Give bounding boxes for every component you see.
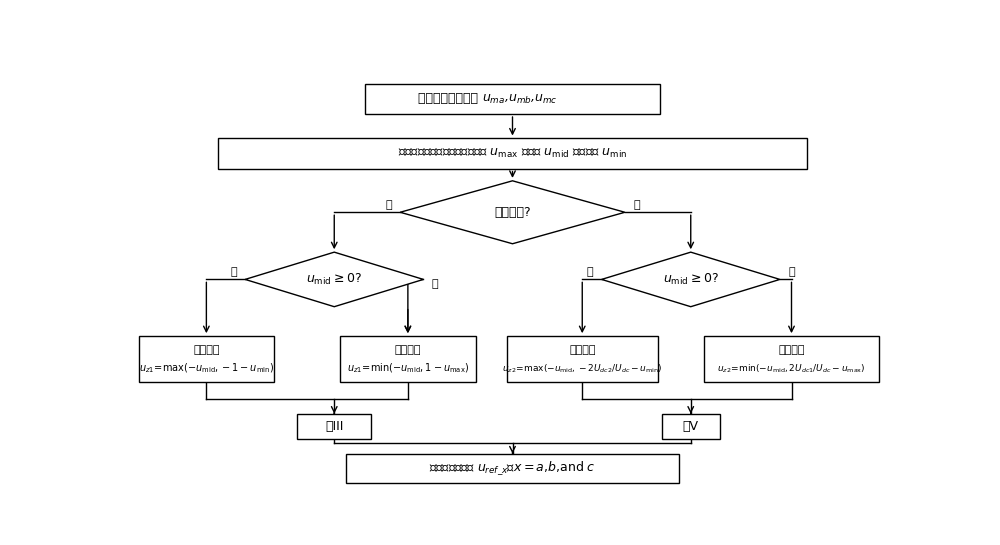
FancyBboxPatch shape [139,336,274,382]
Text: 是: 是 [230,267,237,277]
Text: $u_{\mathrm{mid}}\geq 0$?: $u_{\mathrm{mid}}\geq 0$? [306,272,362,287]
FancyBboxPatch shape [365,84,660,114]
FancyBboxPatch shape [507,336,658,382]
Text: 零序电压: 零序电压 [395,345,421,355]
Polygon shape [602,252,780,307]
Text: 式III: 式III [325,420,343,433]
Text: 判断三相归一化正弦波的最大值 $u_{\max}$ 中间值 $u_{\mathrm{mid}}$ 和最小值 $u_{\min}$: 判断三相归一化正弦波的最大值 $u_{\max}$ 中间值 $u_{\mathr… [398,147,627,160]
Polygon shape [245,252,423,307]
Text: 零序电压: 零序电压 [193,345,220,355]
Text: 否: 否 [788,267,795,277]
Text: 零序电压: 零序电压 [778,345,805,355]
Text: $u_{z2}\!=\!\max(-u_{\mathrm{mid}},-2U_{dc2}/U_{dc}-u_{\min})$: $u_{z2}\!=\!\max(-u_{\mathrm{mid}},-2U_{… [502,362,663,374]
FancyBboxPatch shape [346,453,679,483]
Text: $u_{z1}\!=\!\min(-u_{\mathrm{mid}},1-u_{\max})$: $u_{z1}\!=\!\min(-u_{\mathrm{mid}},1-u_{… [347,361,469,375]
FancyBboxPatch shape [704,336,879,382]
FancyBboxPatch shape [218,138,807,168]
Text: 负载平衡?: 负载平衡? [494,206,531,219]
Text: 是: 是 [385,199,392,210]
Text: $u_{\mathrm{mid}}\geq 0$?: $u_{\mathrm{mid}}\geq 0$? [663,272,719,287]
FancyBboxPatch shape [297,414,371,439]
Text: 得到三相调制波 $u_{ref\_x}$，$x=a$,$b$,and $c$: 得到三相调制波 $u_{ref\_x}$，$x=a$,$b$,and $c$ [429,459,596,477]
FancyBboxPatch shape [340,336,476,382]
Text: 三相归一化正弦波: 三相归一化正弦波 [418,93,482,106]
Text: $u_{z2}\!=\!\min(-u_{\mathrm{mid}},2U_{dc1}/U_{dc}-u_{\max})$: $u_{z2}\!=\!\min(-u_{\mathrm{mid}},2U_{d… [717,362,866,374]
Text: 是: 是 [587,267,593,277]
Text: $u_{z1}\!=\!\max(-u_{\mathrm{mid}},-1-u_{\min})$: $u_{z1}\!=\!\max(-u_{\mathrm{mid}},-1-u_… [139,361,274,375]
Text: 否: 否 [633,199,640,210]
Text: 零序电压: 零序电压 [569,345,596,355]
Text: 否: 否 [431,278,438,289]
Text: 式V: 式V [683,420,699,433]
Text: $u_{ma}$,$u_{mb}$,$u_{mc}$: $u_{ma}$,$u_{mb}$,$u_{mc}$ [482,93,557,106]
Polygon shape [400,181,625,244]
FancyBboxPatch shape [662,414,720,439]
